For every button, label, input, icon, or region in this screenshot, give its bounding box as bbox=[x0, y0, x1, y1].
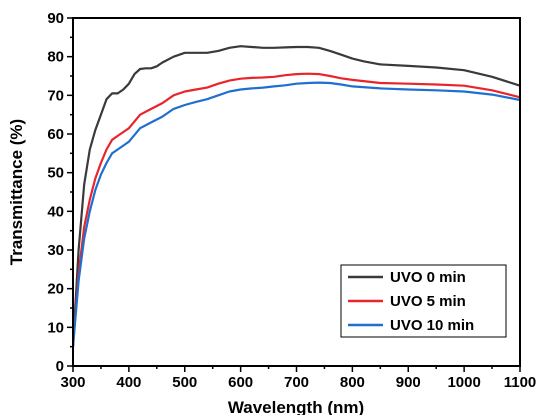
y-tick-label: 0 bbox=[56, 358, 64, 375]
y-tick-label: 70 bbox=[47, 87, 64, 104]
x-tick-label: 800 bbox=[340, 374, 365, 391]
y-tick-label: 90 bbox=[47, 10, 64, 27]
y-axis-title: Transmittance (%) bbox=[7, 119, 26, 265]
legend: UVO 0 min UVO 5 min UVO 10 min bbox=[340, 264, 507, 338]
series-line-uvo-0-min bbox=[71, 45, 522, 348]
axis-tick-labels: 300 400 500 600 700 800 900 1000 1100 0 10 20 30 40 50… bbox=[47, 10, 536, 391]
y-tick-label: 50 bbox=[47, 165, 64, 182]
x-tick-label: 1000 bbox=[447, 374, 480, 391]
x-tick-label: 1100 bbox=[504, 374, 537, 391]
series-lines bbox=[71, 45, 522, 348]
y-tick-label: 20 bbox=[47, 281, 64, 298]
series-line-uvo-10-min bbox=[71, 81, 522, 348]
x-tick-label: 900 bbox=[396, 374, 421, 391]
legend-label-uvo-0-min: UVO 0 min bbox=[390, 269, 466, 286]
y-tick-label: 80 bbox=[47, 49, 64, 66]
axis-ticks bbox=[67, 17, 521, 372]
x-tick-label: 600 bbox=[228, 374, 253, 391]
x-tick-label: 300 bbox=[60, 374, 85, 391]
x-tick-label: 400 bbox=[116, 374, 141, 391]
x-axis-title: Wavelength (nm) bbox=[228, 398, 364, 415]
x-tick-label: 700 bbox=[284, 374, 309, 391]
x-tick-label: 500 bbox=[172, 374, 197, 391]
y-tick-label: 40 bbox=[47, 203, 64, 220]
y-tick-label: 10 bbox=[47, 319, 64, 336]
legend-label-uvo-5-min: UVO 5 min bbox=[390, 293, 466, 310]
legend-label-uvo-10-min: UVO 10 min bbox=[390, 317, 474, 334]
y-tick-label: 60 bbox=[47, 126, 64, 143]
y-tick-label: 30 bbox=[47, 242, 64, 259]
series-line-uvo-5-min bbox=[71, 72, 522, 348]
